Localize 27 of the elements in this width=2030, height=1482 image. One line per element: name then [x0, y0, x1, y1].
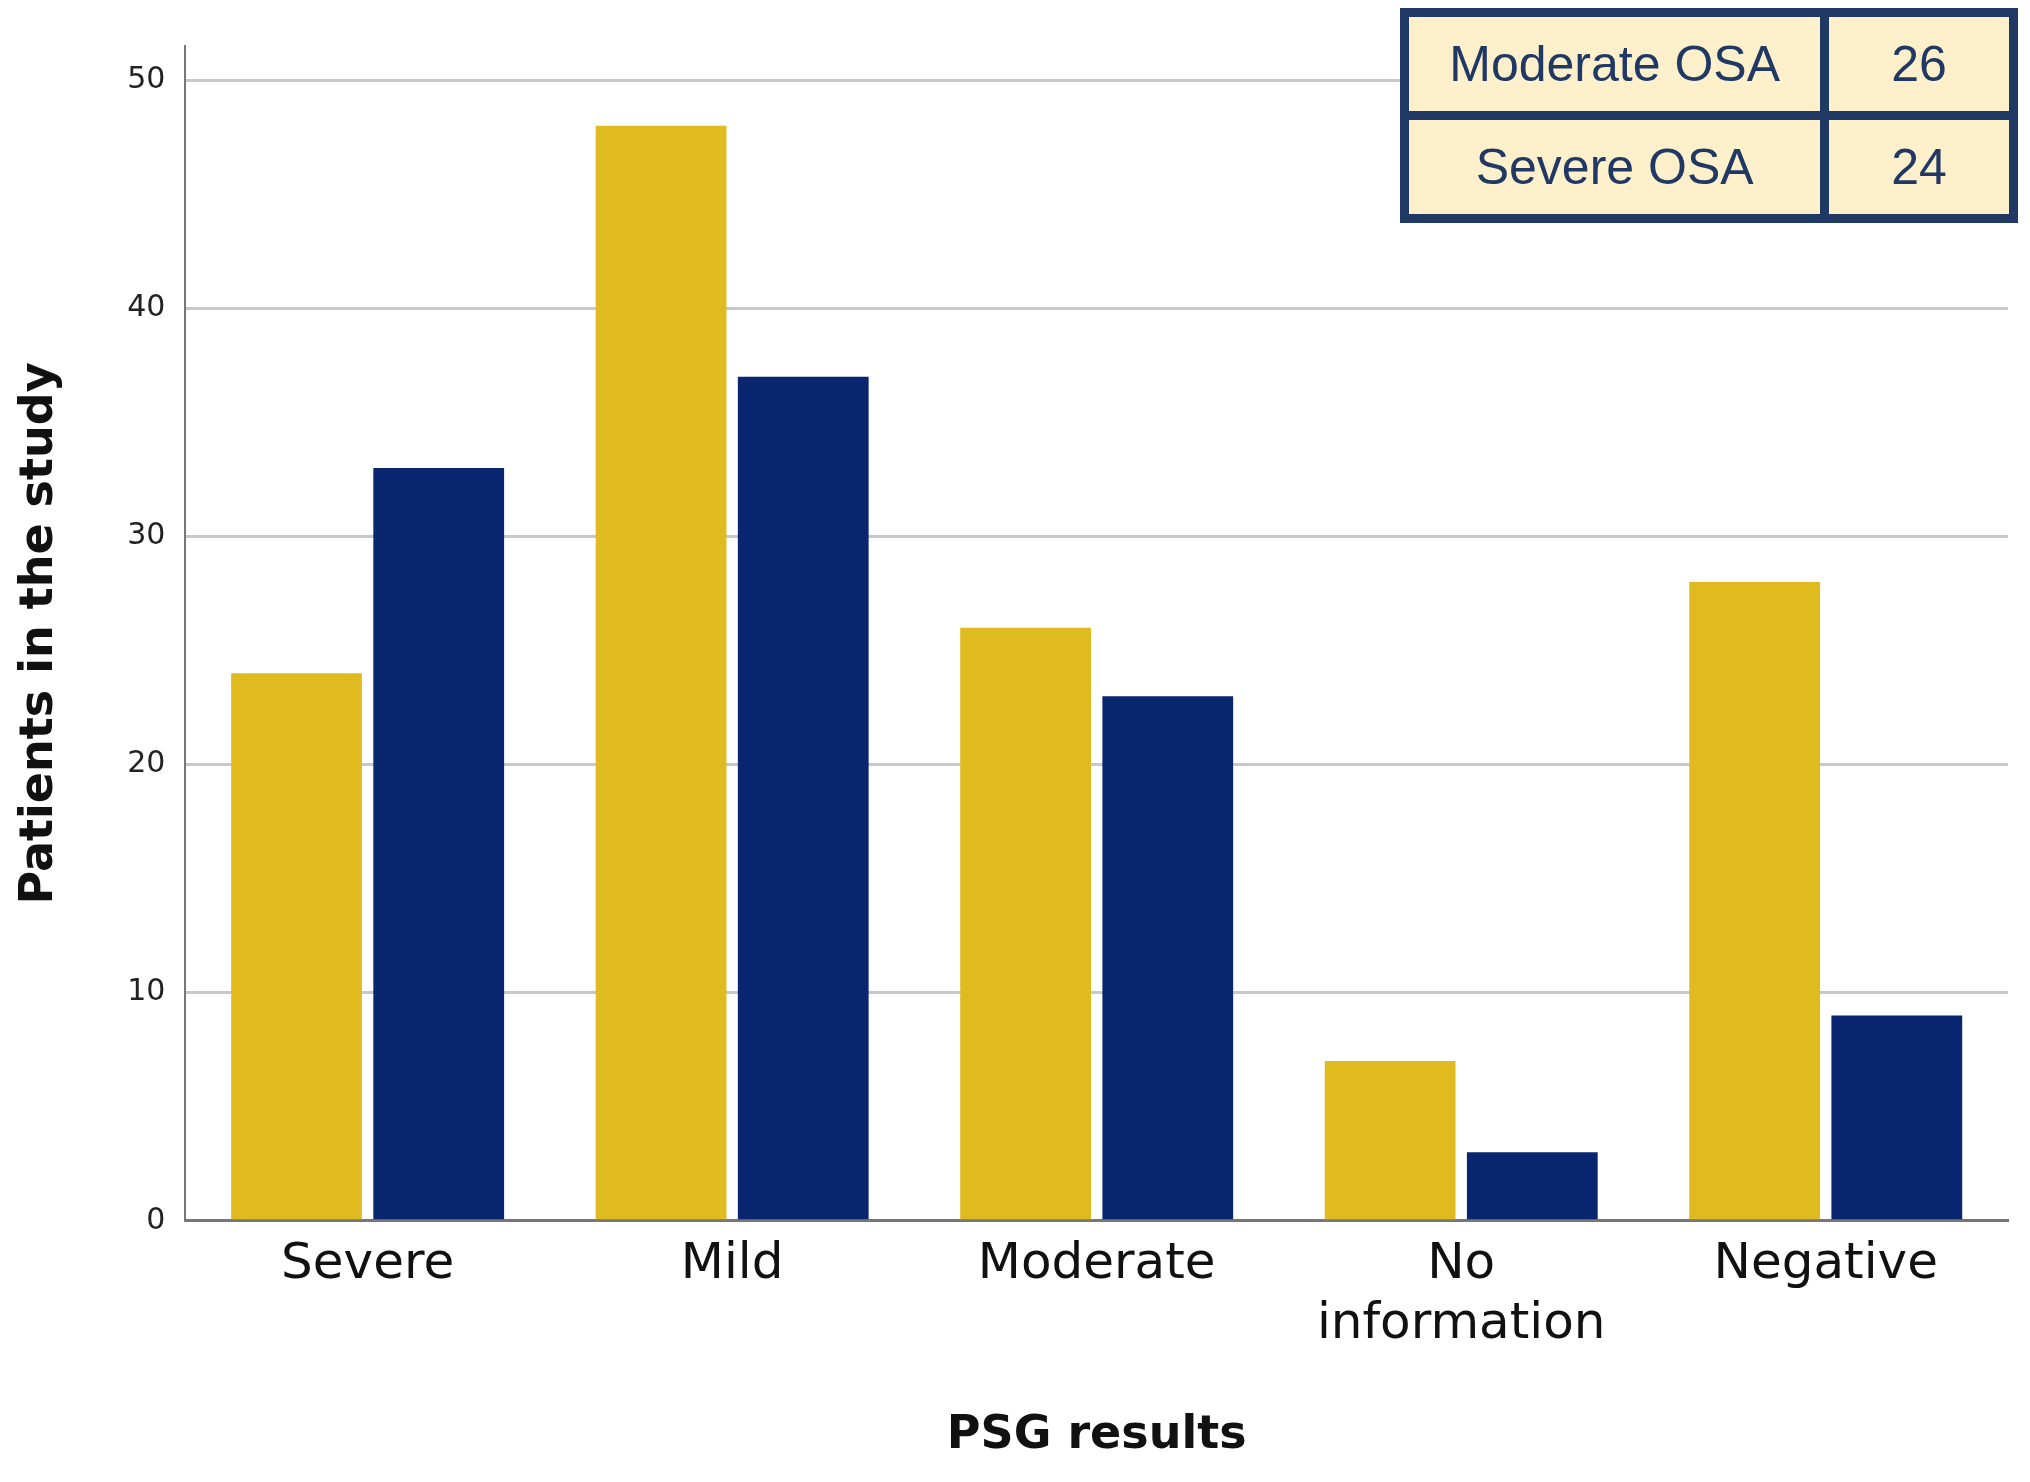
annotation: Severe OSA	[1404, 115, 1825, 219]
y-tick-label: 20	[127, 744, 166, 780]
bar	[1102, 696, 1234, 1220]
y-axis-title: Patients in the study	[8, 362, 63, 905]
bar	[737, 376, 869, 1220]
bar	[1689, 582, 1821, 1220]
x-tick-label: Severe	[281, 1231, 455, 1290]
bar	[1831, 1015, 1963, 1220]
bar	[1324, 1061, 1456, 1220]
bar	[595, 125, 727, 1220]
y-tick-label: 40	[127, 288, 166, 324]
y-tick-label: 0	[146, 1200, 166, 1236]
y-tick-label: 30	[127, 516, 166, 552]
annotation: Moderate OSA	[1404, 12, 1825, 116]
x-tick-label: Moderate	[977, 1231, 1216, 1290]
bar	[231, 673, 362, 1220]
bar	[1466, 1152, 1598, 1220]
annotation: 26	[1824, 12, 2014, 116]
x-tick-label: Negative	[1713, 1231, 1938, 1290]
x-tick-label: Mild	[680, 1231, 784, 1290]
bar	[373, 468, 505, 1220]
y-tick-label: 10	[127, 972, 166, 1008]
x-axis-title: PSG results	[946, 1405, 1247, 1460]
bar	[960, 627, 1091, 1220]
y-tick-label: 50	[127, 60, 166, 96]
x-tick-label: No information	[1316, 1231, 1606, 1350]
annotation: 24	[1824, 115, 2014, 219]
